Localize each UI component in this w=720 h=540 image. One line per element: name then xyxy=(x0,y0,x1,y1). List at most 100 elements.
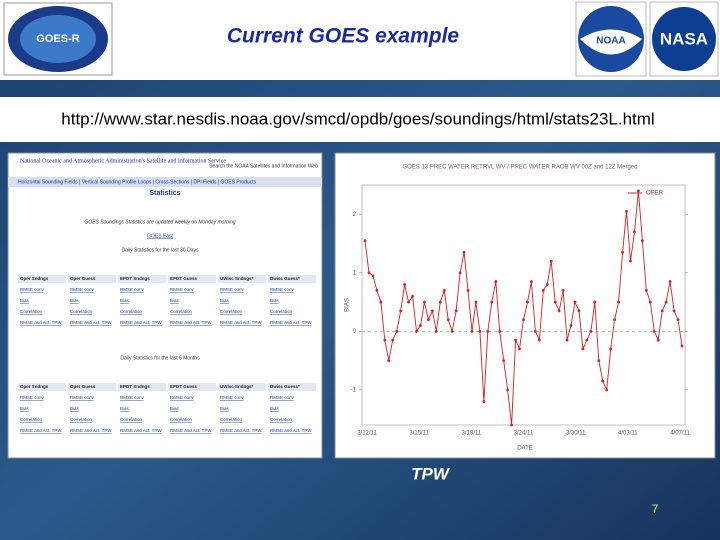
data-point xyxy=(541,288,545,292)
data-point xyxy=(391,338,395,342)
table-cell: Bias xyxy=(270,298,280,303)
table-cell: RMSE conv xyxy=(170,395,195,400)
table-cell: Correlation xyxy=(120,309,143,314)
data-point xyxy=(415,329,418,333)
data-point xyxy=(640,239,644,243)
plot-frame xyxy=(361,184,686,426)
data-point xyxy=(434,329,438,333)
table-cell: Correlation xyxy=(20,417,43,422)
table-header: Oper Guess xyxy=(70,384,96,389)
table-header-bg xyxy=(118,383,166,391)
table-cell: RMSE conv xyxy=(120,395,145,400)
table-cell: Correlation xyxy=(220,417,243,422)
web-link: GOES East xyxy=(147,233,173,239)
table-cell: RMSE and Act. TPW xyxy=(270,428,312,433)
table-header: Oper Sndngs xyxy=(20,276,49,281)
x-tick-label: 3/15/11 xyxy=(409,431,429,437)
data-point xyxy=(530,280,533,283)
data-point xyxy=(510,423,514,427)
table-cell: RMSE and Act. TPW xyxy=(20,428,62,433)
data-point xyxy=(466,288,470,292)
x-tick-label: 3/18/11 xyxy=(462,431,482,437)
data-point xyxy=(403,283,407,286)
chart-title: GOES 13 PREC WATER RETRVL WV / PREC WATE… xyxy=(402,165,637,171)
data-point xyxy=(601,379,605,383)
data-point xyxy=(458,271,462,275)
data-point xyxy=(585,338,589,342)
data-point xyxy=(518,347,521,351)
y-axis-label: BIAS xyxy=(345,298,351,312)
data-point xyxy=(561,288,565,292)
table-cell: Bias xyxy=(120,406,130,411)
logo-text: NASA xyxy=(660,29,708,48)
data-point xyxy=(371,274,375,278)
data-point xyxy=(569,324,573,327)
noaa-logo: NOAA xyxy=(575,1,647,77)
data-point xyxy=(629,259,632,263)
table-cell: RMSE and Act. TPW xyxy=(120,320,162,325)
table-cell: RMSE conv xyxy=(220,395,245,400)
table-header: EPDT Sndngs xyxy=(120,384,150,389)
data-point xyxy=(577,309,581,313)
table-header-bg xyxy=(218,383,266,391)
table-cell: RMSE conv xyxy=(70,395,95,400)
table-header-bg xyxy=(68,383,116,391)
data-point xyxy=(478,329,482,333)
table-cell: RMSE conv xyxy=(70,287,95,292)
table-cell: RMSE conv xyxy=(20,287,45,292)
url-text: http://www.star.nesdis.noaa.gov/smcd/opd… xyxy=(61,109,654,128)
table-cell: RMSE and Act. TPW xyxy=(120,428,162,433)
y-tick-label: 2 xyxy=(353,212,357,218)
table-cell: Correlation xyxy=(220,309,243,314)
table-header: UWisc Sndngs* xyxy=(220,276,253,281)
table-header: Oper Sndngs xyxy=(20,384,49,389)
data-point xyxy=(589,329,593,333)
table-cell: Bias xyxy=(20,406,30,411)
data-point xyxy=(613,318,617,322)
table-header: Dwisc Guess* xyxy=(270,384,300,389)
data-point xyxy=(668,280,672,283)
web-note: GOES Soundings Statistics are updated we… xyxy=(84,219,235,225)
table-cell: RMSE and Act. TPW xyxy=(220,320,262,325)
x-tick-label: 3/30/11 xyxy=(566,431,586,437)
data-point xyxy=(597,359,601,363)
logo-text: GOES-R xyxy=(36,33,79,45)
table-header: UWisc Sndngs* xyxy=(220,384,253,389)
data-point xyxy=(498,329,502,333)
table-cell: RMSE and Act. TPW xyxy=(220,428,262,433)
table-header-bg xyxy=(118,275,166,283)
data-point xyxy=(490,300,494,304)
data-point xyxy=(514,338,517,342)
data-point xyxy=(637,189,640,193)
data-point xyxy=(430,309,434,313)
data-point xyxy=(494,280,498,283)
data-point xyxy=(522,318,525,322)
data-point xyxy=(363,239,367,243)
page-number: 7 xyxy=(652,502,659,516)
data-point xyxy=(454,309,458,313)
table-title: Daily Statistics for the last 30 Days xyxy=(122,247,199,253)
table-header-bg xyxy=(18,383,66,391)
nasa-logo: NASA xyxy=(649,1,719,77)
data-point xyxy=(470,329,474,333)
data-point xyxy=(664,300,668,304)
table-cell: Correlation xyxy=(270,417,293,422)
web-section: Statistics xyxy=(149,190,180,197)
logo-text: NOAA xyxy=(596,36,625,47)
data-point xyxy=(648,300,652,304)
table-header-bg xyxy=(18,275,66,283)
table-cell: Correlation xyxy=(170,417,193,422)
data-point xyxy=(375,288,379,292)
table-cell: Bias xyxy=(220,406,230,411)
web-screenshot: National Oceanic and Atmospheric Adminis… xyxy=(7,152,323,459)
table-cell: RMSE and Act. TPW xyxy=(70,428,112,433)
data-point xyxy=(537,338,541,342)
url-band xyxy=(0,97,720,142)
table-cell: Bias xyxy=(170,406,180,411)
web-header: National Oceanic and Atmospheric Adminis… xyxy=(20,157,226,164)
y-tick-label: 1 xyxy=(353,270,357,276)
data-point xyxy=(680,344,684,348)
data-point xyxy=(506,388,510,392)
table-header: EPDT Sndngs xyxy=(120,276,150,281)
